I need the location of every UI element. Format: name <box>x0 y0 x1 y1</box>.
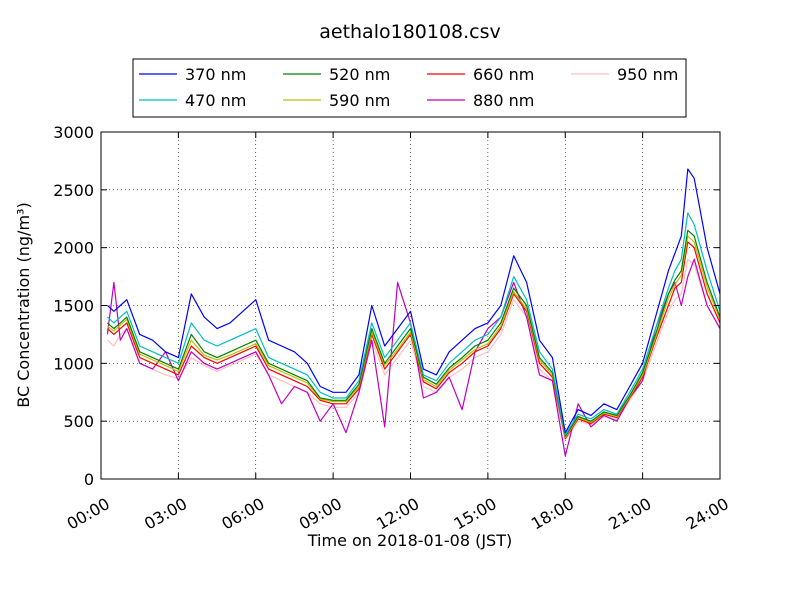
series-line-370-nm <box>107 168 721 434</box>
series-line-880-nm <box>106 258 721 457</box>
series-line-660-nm <box>107 241 721 440</box>
legend-label: 590 nm <box>329 91 390 110</box>
y-tick-label: 2500 <box>53 181 94 200</box>
series-line-520-nm <box>107 229 721 437</box>
y-tick-label: 500 <box>63 412 94 431</box>
y-tick-label: 3000 <box>53 123 94 142</box>
series-line-470-nm <box>107 212 721 436</box>
x-tick-label: 00:00 <box>64 494 113 534</box>
y-tick-label: 2000 <box>53 239 94 258</box>
legend-label: 470 nm <box>185 91 246 110</box>
legend: 370 nm 470 nm 520 nm 590 nm 660 nm 880 nm 950 … <box>132 58 687 118</box>
x-tick-label: 21:00 <box>605 494 654 534</box>
legend-label: 370 nm <box>185 65 246 84</box>
legend-label: 950 nm <box>617 65 678 84</box>
chart-title: aethalo180108.csv <box>319 21 501 43</box>
legend-frame <box>132 58 687 118</box>
y-tick-label: 1500 <box>53 297 94 316</box>
x-tick-label: 09:00 <box>296 494 345 534</box>
x-axis-label: Time on 2018-01-08 (JST) <box>307 531 512 550</box>
series-line-590-nm <box>107 235 721 438</box>
x-tick-label: 03:00 <box>141 494 190 534</box>
x-tick-label: 06:00 <box>218 494 267 534</box>
legend-label: 880 nm <box>473 91 534 110</box>
x-tick-label: 24:00 <box>683 494 732 534</box>
y-axis-label: BC Concentration (ng/m³) <box>14 202 33 407</box>
x-tick-label: 12:00 <box>373 494 422 534</box>
y-tick-label: 1000 <box>53 354 94 373</box>
x-tick-label: 18:00 <box>528 494 577 534</box>
legend-label: 660 nm <box>473 65 534 84</box>
y-axis: 0 500 1000 1500 2000 2500 3000 <box>53 123 720 489</box>
x-tick-label: 15:00 <box>450 494 499 534</box>
legend-label: 520 nm <box>329 65 390 84</box>
series-lines <box>106 168 721 457</box>
y-tick-label: 0 <box>84 470 94 489</box>
